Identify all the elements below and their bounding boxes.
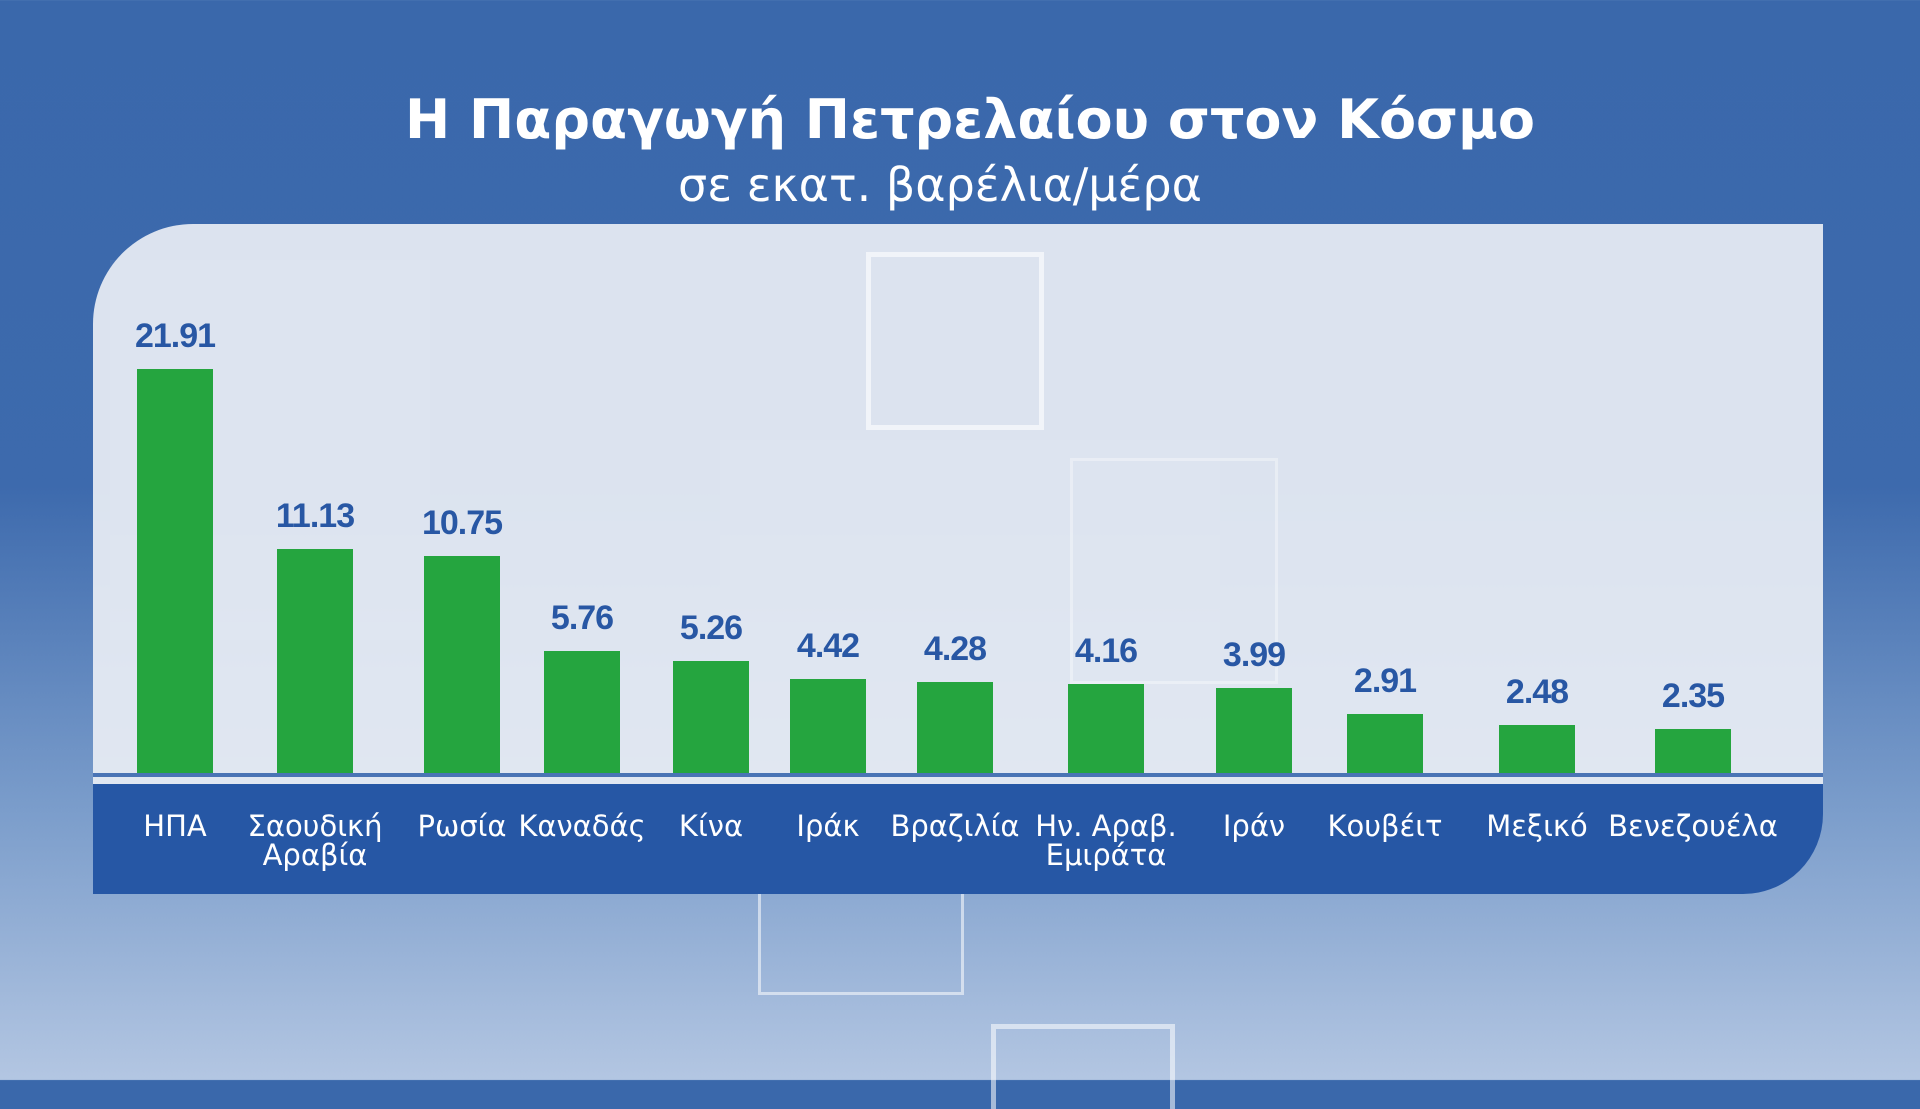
x-tick-label: Βενεζουέλα (1608, 809, 1778, 843)
data-label: 2.35 (1661, 677, 1725, 715)
x-axis-line (93, 773, 1823, 777)
x-tick-label: Ην. Αραβ. Εμιράτα (1035, 809, 1177, 872)
bar (1499, 725, 1575, 773)
data-label: 11.13 (275, 497, 355, 535)
data-label: 5.76 (550, 599, 614, 637)
category-band (93, 784, 1823, 894)
x-tick-label: Κίνα (678, 809, 744, 843)
bar (1216, 688, 1292, 773)
bar (1068, 684, 1144, 773)
x-tick-label: Καναδάς (518, 809, 646, 843)
x-tick-label: Ρωσία (417, 809, 507, 843)
bar (1347, 714, 1423, 773)
x-tick-label: Μεξικό (1486, 809, 1588, 843)
chart-title: Η Παραγωγή Πετρελαίου στον Κόσμο (405, 88, 1535, 151)
decorative-square (866, 252, 1044, 430)
bar (673, 661, 749, 773)
x-tick-label: Κουβέιτ (1327, 809, 1443, 843)
chart-subtitle: σε εκατ. βαρέλια/μέρα (678, 158, 1202, 212)
x-tick-label: Βραζιλία (890, 809, 1020, 843)
x-tick-label: ΗΠΑ (143, 809, 207, 843)
bar (137, 369, 213, 773)
data-label: 4.16 (1074, 632, 1138, 670)
x-tick-label: Σαουδική Αραβία (247, 809, 383, 872)
decorative-square (1070, 458, 1278, 684)
data-label: 4.42 (796, 627, 860, 665)
data-label: 21.91 (134, 317, 216, 355)
bar-chart: 21.91 ΗΠΑ 11.13 Σαουδική Αραβία 10.75 Ρωσία 5.… (134, 317, 1778, 872)
data-label: 10.75 (421, 504, 503, 542)
bar (544, 651, 620, 773)
data-label: 2.91 (1353, 662, 1417, 700)
bar (277, 549, 353, 773)
bar (917, 682, 993, 773)
decorative-square (758, 890, 964, 995)
data-label: 5.26 (679, 609, 743, 647)
data-label: 3.99 (1222, 636, 1286, 674)
decorative-square (991, 1024, 1175, 1109)
bar (790, 679, 866, 773)
bar (424, 556, 500, 773)
x-tick-label: Ιράκ (796, 809, 860, 843)
x-tick-label: Ιράν (1222, 809, 1286, 843)
data-label: 2.48 (1505, 673, 1569, 711)
bar (1655, 729, 1731, 773)
data-label: 4.28 (923, 630, 987, 668)
